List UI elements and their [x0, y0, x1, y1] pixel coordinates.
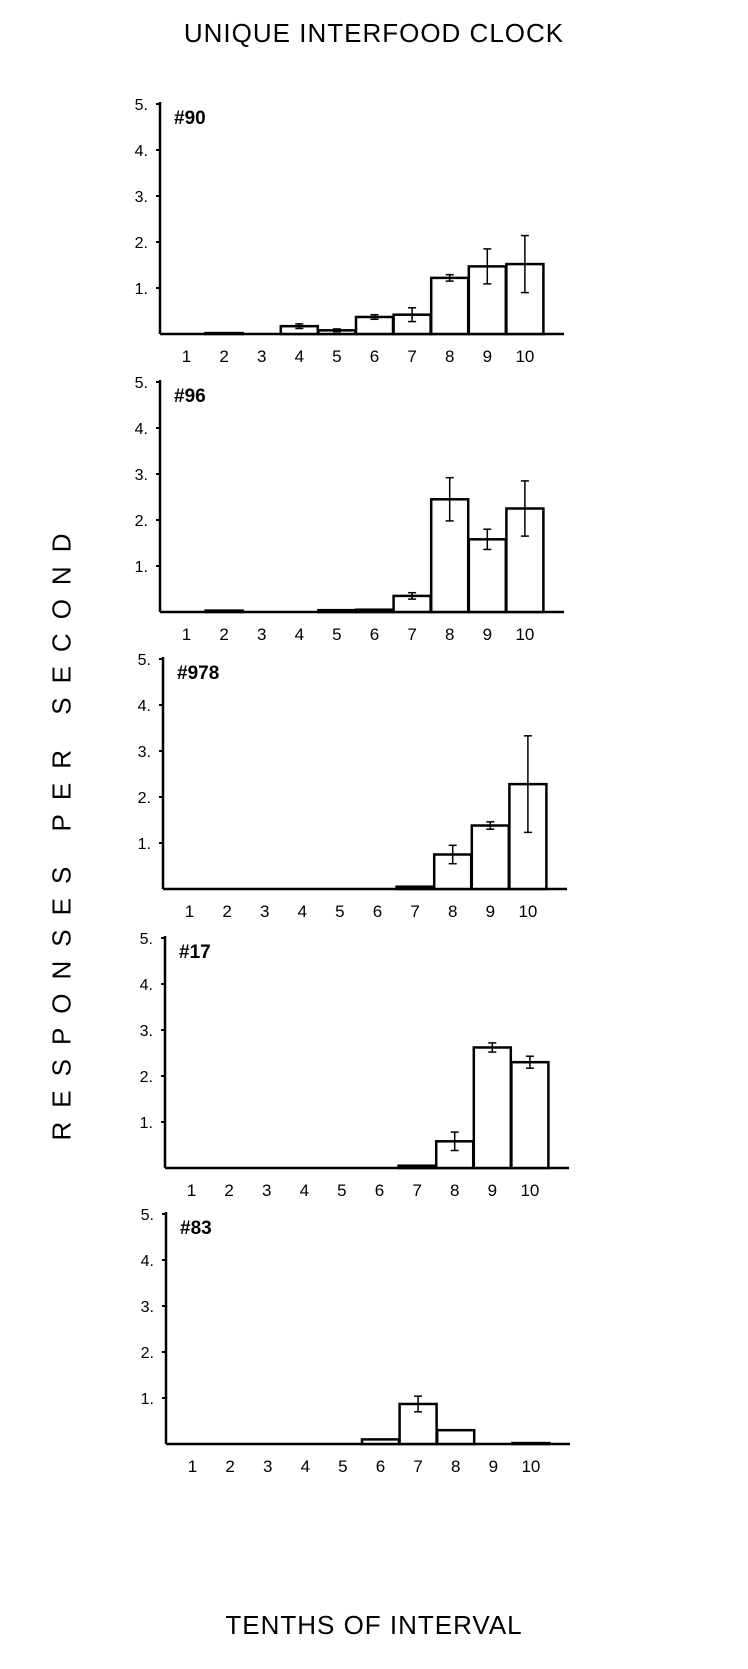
bar	[510, 1060, 550, 1170]
bar	[397, 1164, 437, 1170]
x-tick-label: 5	[332, 625, 341, 644]
y-tick-label: 2.	[135, 235, 148, 252]
x-tick-label: 3	[260, 902, 269, 921]
x-tick-label: 2	[219, 625, 228, 644]
x-tick-label: 3	[263, 1457, 272, 1476]
x-tick-label: 5	[332, 347, 341, 366]
x-tick-label: 8	[445, 347, 454, 366]
x-tick-label: 4	[301, 1457, 310, 1476]
bar	[429, 276, 470, 336]
x-tick-label: 7	[407, 625, 416, 644]
x-tick-label: 10	[518, 902, 537, 921]
x-tick-label: 9	[483, 625, 492, 644]
x-tick-label: 8	[450, 1181, 459, 1200]
bar	[360, 1438, 401, 1446]
y-tick-label: 5.	[138, 652, 151, 669]
panel-label: #90	[174, 108, 206, 129]
x-tick-label: 1	[187, 1181, 196, 1200]
x-tick-label: 5	[338, 1457, 347, 1476]
y-tick-label: 4.	[140, 977, 153, 994]
x-tick-label: 6	[373, 902, 382, 921]
y-tick-label: 4.	[135, 421, 148, 438]
bar	[317, 608, 357, 614]
y-tick-label: 1.	[140, 1115, 153, 1132]
x-tick-label: 6	[375, 1181, 384, 1200]
x-tick-label: 4	[295, 347, 304, 366]
y-tick-label: 3.	[138, 744, 151, 761]
x-tick-label: 10	[515, 625, 534, 644]
x-tick-label: 8	[448, 902, 457, 921]
x-tick-label: 7	[413, 1457, 422, 1476]
x-tick-label: 10	[521, 1457, 540, 1476]
panel-label: #96	[174, 386, 206, 407]
y-tick-label: 2.	[135, 513, 148, 530]
panel-label: #978	[177, 663, 219, 684]
x-tick-label: 4	[295, 625, 304, 644]
x-tick-label: 10	[515, 347, 534, 366]
y-tick-label: 3.	[135, 189, 148, 206]
y-tick-label: 5.	[135, 375, 148, 392]
y-tick-label: 1.	[135, 559, 148, 576]
bar	[472, 1046, 513, 1170]
x-tick-label: 3	[257, 625, 266, 644]
x-tick-label: 2	[222, 902, 231, 921]
x-tick-label: 2	[219, 347, 228, 366]
y-tick-label: 3.	[141, 1299, 154, 1316]
y-tick-label: 4.	[141, 1253, 154, 1270]
x-tick-label: 1	[182, 625, 191, 644]
x-tick-label: 7	[412, 1181, 421, 1200]
y-tick-label: 3.	[140, 1023, 153, 1040]
x-tick-label: 9	[488, 1181, 497, 1200]
y-tick-label: 4.	[138, 698, 151, 715]
y-tick-label: 2.	[138, 790, 151, 807]
y-tick-label: 5.	[141, 1207, 154, 1224]
bar	[470, 824, 511, 891]
x-tick-label: 3	[257, 347, 266, 366]
x-tick-label: 8	[451, 1457, 460, 1476]
y-tick-label: 2.	[141, 1345, 154, 1362]
bar	[511, 1441, 551, 1446]
y-tick-label: 4.	[135, 143, 148, 160]
x-tick-label: 8	[445, 625, 454, 644]
x-tick-label: 2	[225, 1457, 234, 1476]
x-tick-label: 7	[407, 347, 416, 366]
y-tick-label: 5.	[140, 931, 153, 948]
x-tick-label: 2	[224, 1181, 233, 1200]
x-tick-label: 5	[337, 1181, 346, 1200]
x-axis-label: TENTHS OF INTERVAL	[225, 1610, 523, 1640]
y-tick-label: 1.	[135, 281, 148, 298]
y-tick-label: 1.	[138, 836, 151, 853]
x-tick-label: 4	[300, 1181, 309, 1200]
panel-label: #83	[180, 1218, 212, 1239]
x-tick-label: 1	[182, 347, 191, 366]
x-tick-label: 6	[370, 347, 379, 366]
bar	[467, 538, 508, 614]
x-tick-label: 1	[188, 1457, 197, 1476]
x-tick-label: 9	[486, 902, 495, 921]
bar	[434, 1140, 475, 1170]
x-tick-label: 9	[489, 1457, 498, 1476]
bar	[395, 885, 435, 891]
bar	[435, 1428, 476, 1446]
panel-label: #17	[179, 942, 211, 963]
y-tick-label: 3.	[135, 467, 148, 484]
bar	[354, 608, 395, 614]
bar	[204, 331, 244, 336]
chart-title: UNIQUE INTERFOOD CLOCK	[183, 18, 565, 48]
y-tick-label: 1.	[141, 1391, 154, 1408]
x-tick-label: 6	[376, 1457, 385, 1476]
x-tick-label: 7	[410, 902, 419, 921]
y-tick-label: 2.	[140, 1069, 153, 1086]
x-tick-label: 1	[185, 902, 194, 921]
x-tick-label: 10	[520, 1181, 539, 1200]
x-tick-label: 9	[483, 347, 492, 366]
bar	[204, 609, 244, 614]
x-tick-label: 6	[370, 625, 379, 644]
x-tick-label: 5	[335, 902, 344, 921]
x-tick-label: 4	[298, 902, 307, 921]
y-tick-label: 5.	[135, 97, 148, 114]
x-tick-label: 3	[262, 1181, 271, 1200]
